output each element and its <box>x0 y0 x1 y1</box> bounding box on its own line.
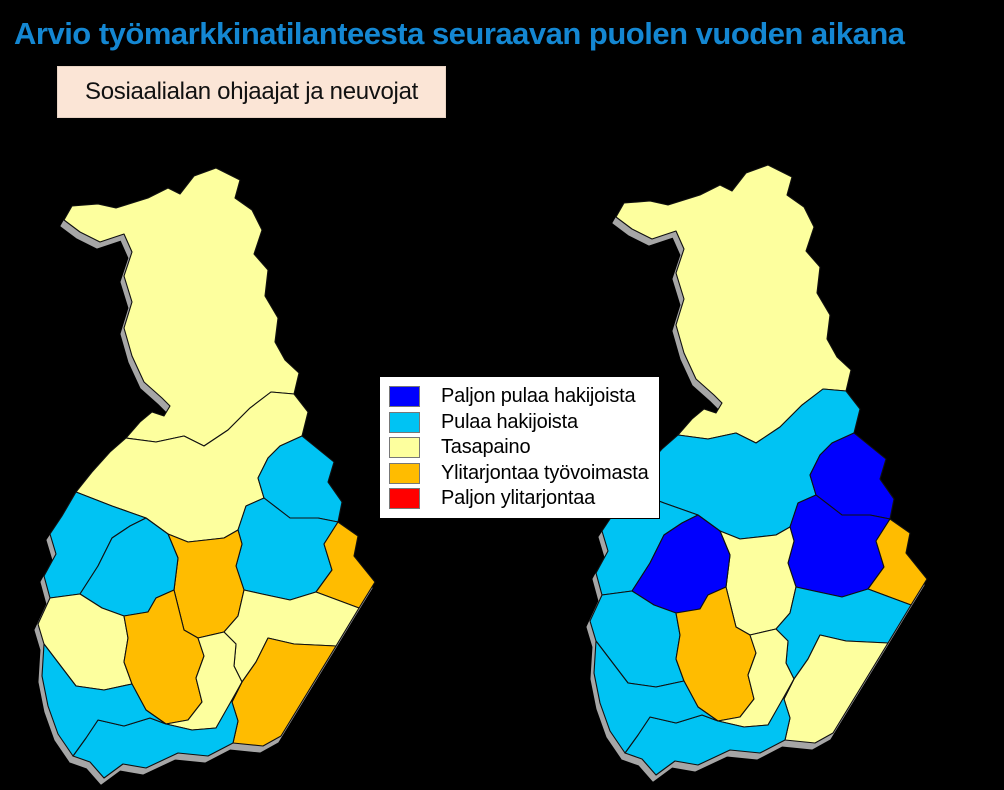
legend-label: Paljon ylitarjontaa <box>441 487 596 510</box>
legend-swatch-paljon_pulaa <box>389 386 420 408</box>
occupation-label: Sosiaalialan ohjaajat ja neuvojat <box>84 78 418 105</box>
finland-map-regions <box>37 167 376 779</box>
legend-item-tasapaino: Tasapaino <box>389 435 659 461</box>
finland-map-regions <box>589 164 928 776</box>
legend-swatch-paljon_ylitarjontaa <box>389 488 420 510</box>
occupation-label-box: Sosiaalialan ohjaajat ja neuvojat <box>57 66 446 118</box>
legend-swatch-tasapaino <box>389 437 420 459</box>
finland-map-right <box>589 164 928 776</box>
legend-item-pulaa: Pulaa hakijoista <box>389 410 659 436</box>
region-varsinais-suomi-right <box>593 640 719 754</box>
legend-swatch-ylitarjontaa <box>389 462 420 484</box>
page-title: Arvio työmarkkinatilanteesta seuraavan p… <box>14 16 905 51</box>
legend-label: Paljon pulaa hakijoista <box>441 385 636 408</box>
legend-swatch-pulaa <box>389 411 420 433</box>
legend-item-ylitarjontaa: Ylitarjontaa työvoimasta <box>389 461 659 487</box>
finland-map-left <box>37 167 376 779</box>
legend-item-paljon_ylitarjontaa: Paljon ylitarjontaa <box>389 486 659 512</box>
legend-label: Pulaa hakijoista <box>441 410 578 433</box>
legend: Paljon pulaa hakijoista Pulaa hakijoista T… <box>379 376 660 519</box>
legend-label: Ylitarjontaa työvoimasta <box>441 461 649 484</box>
region-varsinais-suomi-left <box>41 643 167 757</box>
legend-label: Tasapaino <box>441 436 531 459</box>
legend-item-paljon_pulaa: Paljon pulaa hakijoista <box>389 384 659 410</box>
